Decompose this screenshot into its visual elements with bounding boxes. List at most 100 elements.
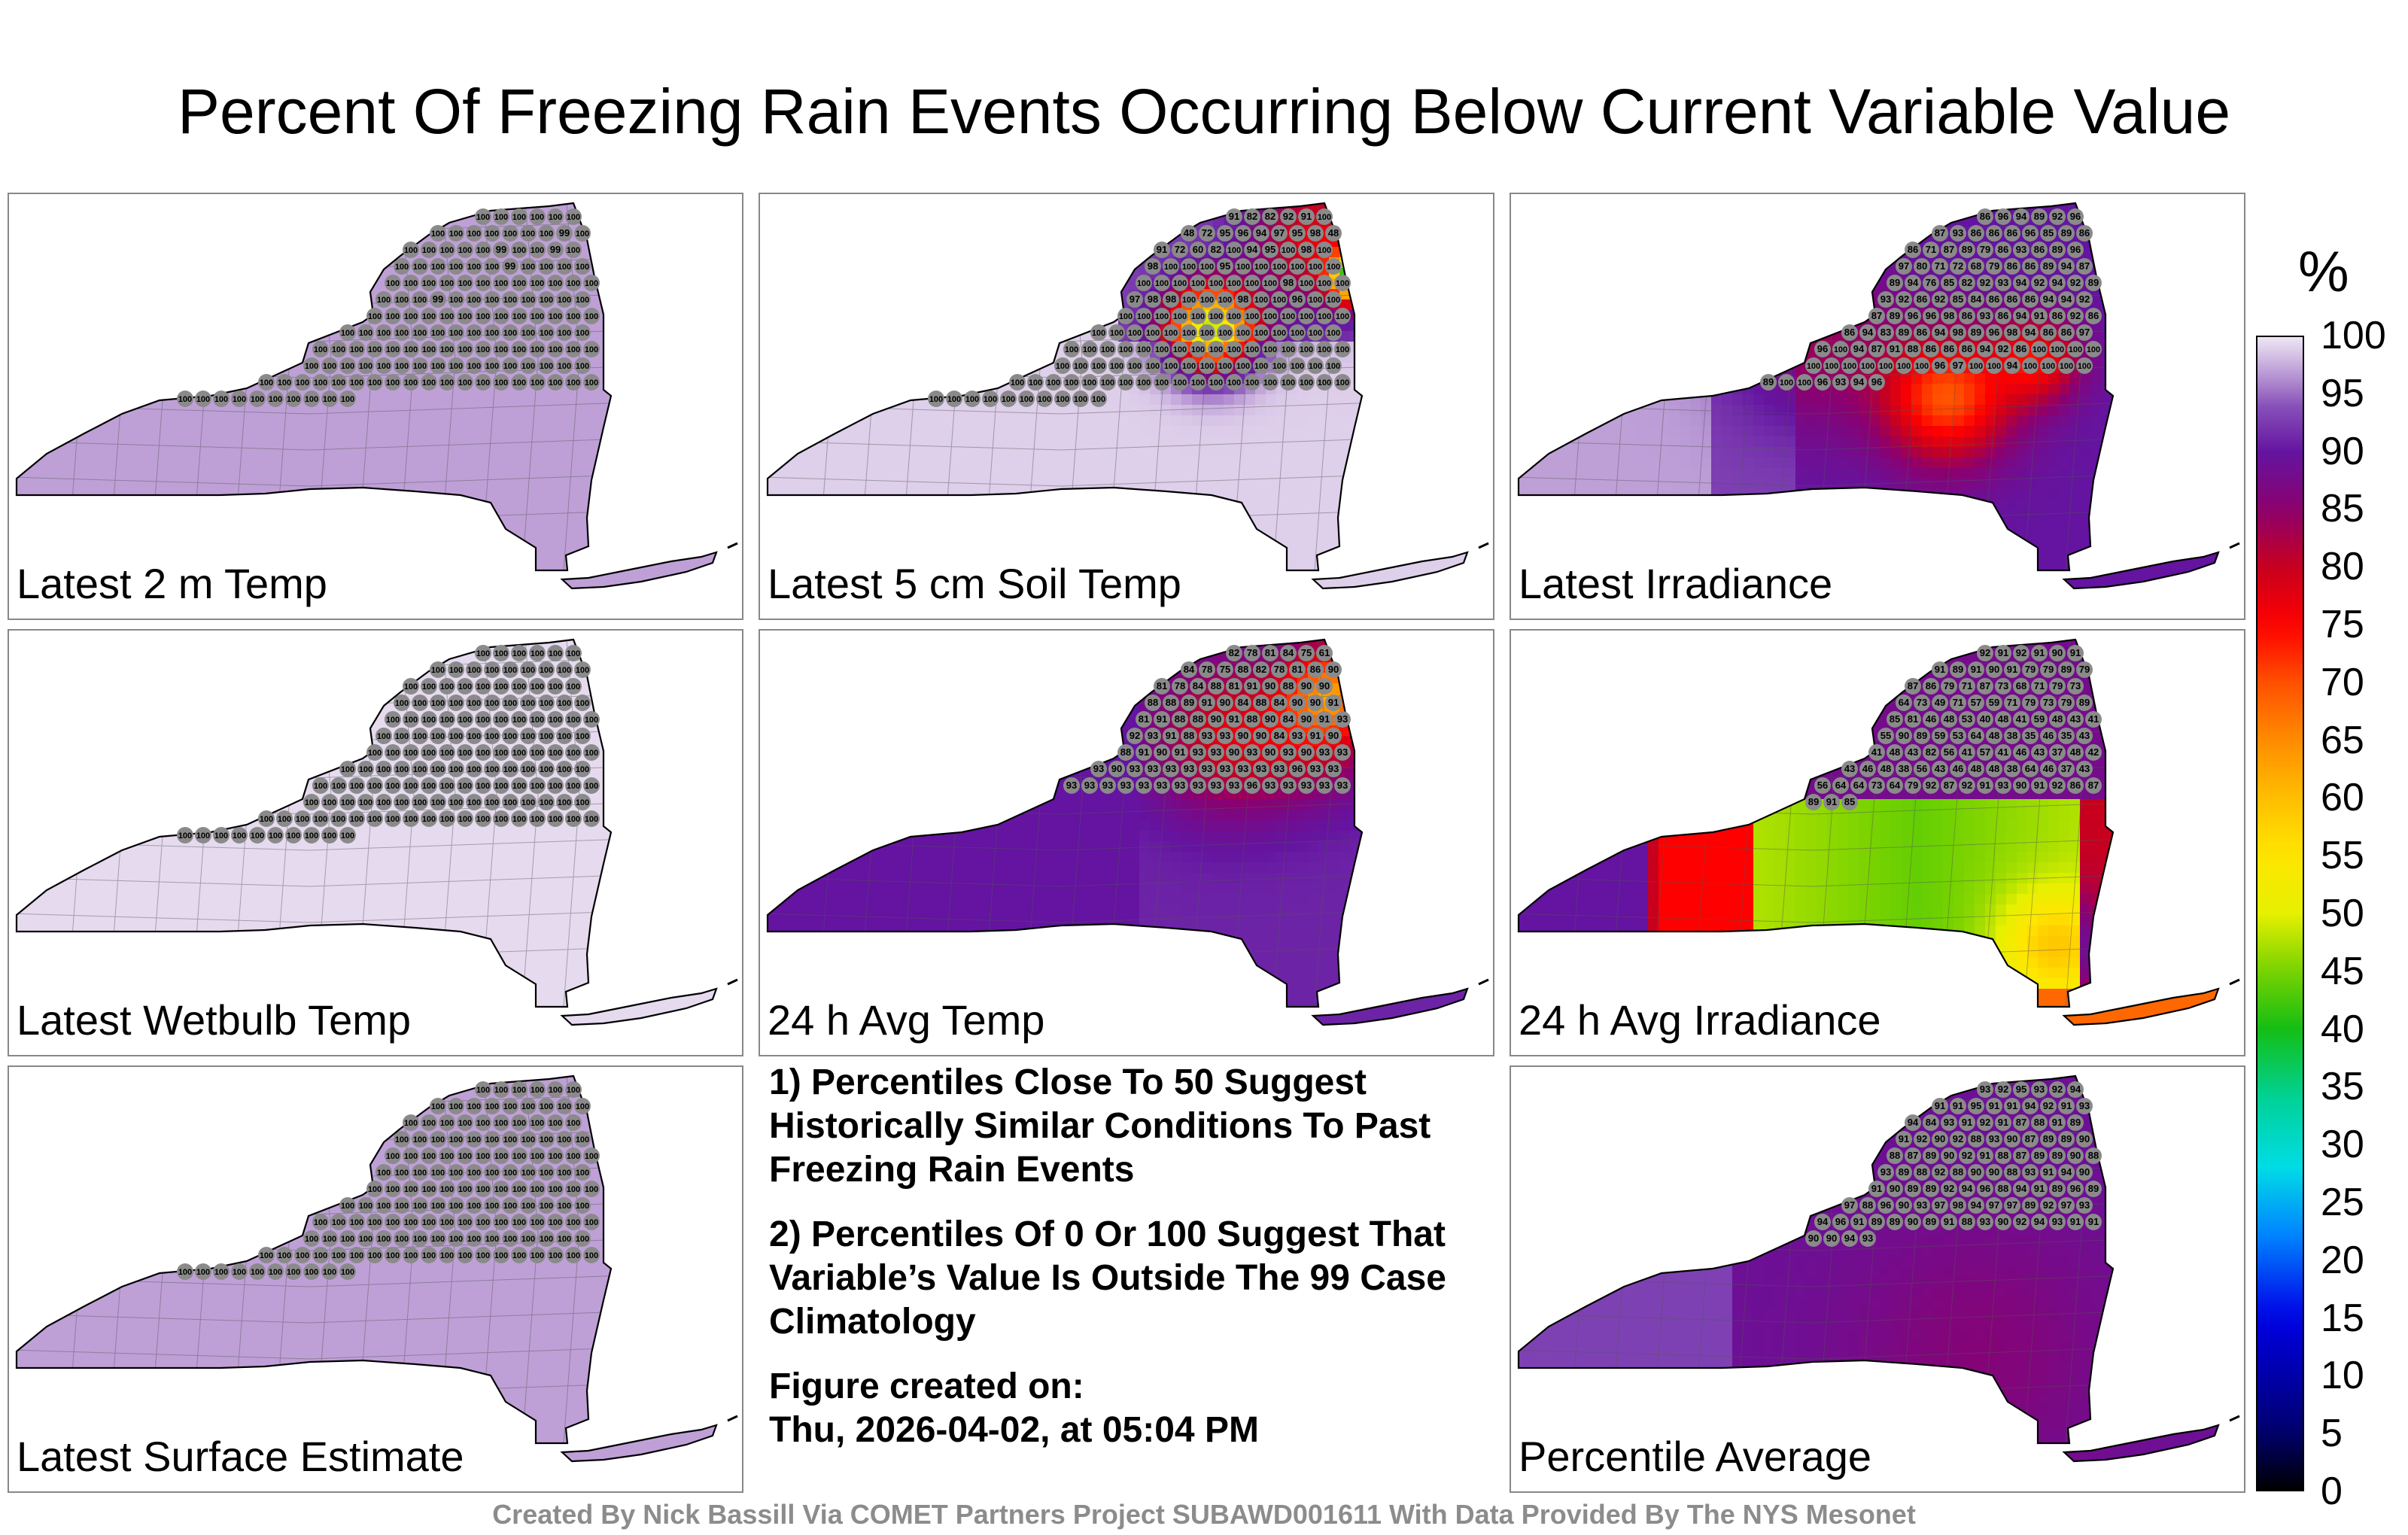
field-cell — [823, 352, 835, 363]
field-cell — [378, 489, 389, 500]
field-cell — [918, 205, 929, 216]
field-cell — [272, 289, 284, 300]
field-cell — [897, 373, 908, 385]
field-cell — [1076, 321, 1087, 332]
station-value: 100 — [350, 378, 363, 388]
station-value: 99 — [550, 244, 561, 255]
station-marker: 100 — [321, 357, 338, 374]
field-cell — [971, 203, 982, 205]
field-cell — [886, 215, 898, 226]
field-cell — [1044, 447, 1056, 458]
field-cell — [631, 584, 642, 588]
field-cell — [631, 521, 642, 532]
field-cell — [41, 405, 52, 416]
field-cell — [146, 226, 157, 237]
field-cell — [1339, 405, 1351, 416]
field-cell — [167, 331, 178, 342]
field-cell — [1013, 247, 1024, 258]
field-cell — [823, 257, 835, 269]
station-dot — [511, 208, 528, 225]
field-cell — [1392, 394, 1403, 406]
field-cell — [51, 247, 62, 258]
field-cell — [188, 363, 199, 374]
field-cell — [1297, 436, 1309, 448]
field-cell — [546, 542, 558, 553]
field-cell — [725, 363, 737, 374]
field-cell — [1213, 203, 1224, 205]
field-cell — [694, 594, 705, 606]
field-cell — [1476, 299, 1488, 311]
station-marker: 100 — [312, 374, 329, 391]
field-cell — [813, 352, 824, 363]
field-cell — [1392, 203, 1403, 205]
field-cell — [30, 479, 41, 490]
field-cell — [620, 531, 631, 543]
station-value: 100 — [404, 312, 418, 321]
field-cell — [662, 373, 673, 385]
field-cell — [1392, 257, 1403, 269]
field-cell — [834, 373, 845, 385]
station-marker: 100 — [439, 242, 455, 258]
field-cell — [704, 384, 716, 395]
field-cell — [336, 236, 347, 248]
field-cell — [378, 563, 389, 574]
field-cell — [1044, 257, 1056, 269]
field-cell — [1013, 278, 1024, 290]
field-cell — [262, 489, 273, 500]
field-cell — [1339, 415, 1351, 427]
field-cell — [704, 352, 716, 363]
field-cell — [886, 342, 898, 353]
field-cell — [567, 489, 579, 500]
field-cell — [83, 479, 94, 490]
field-cell — [167, 226, 178, 237]
field-cell — [1087, 310, 1098, 321]
field-cell — [1023, 426, 1035, 437]
field-cell — [430, 394, 442, 406]
field-cell — [1129, 415, 1140, 427]
field-cell — [1413, 268, 1424, 279]
station-value: 100 — [467, 329, 481, 338]
field-cell — [388, 552, 400, 564]
field-cell — [950, 299, 961, 311]
field-cell — [1392, 384, 1403, 395]
field-cell — [525, 203, 537, 205]
field-cell — [146, 278, 157, 290]
field-cell — [1055, 257, 1066, 269]
field-cell — [1150, 394, 1161, 406]
field-cell — [1160, 203, 1172, 205]
field-cell — [220, 447, 231, 458]
field-cell — [399, 510, 410, 521]
station-value: 100 — [512, 378, 526, 388]
field-cell — [1097, 215, 1108, 226]
field-cell — [1434, 331, 1446, 342]
field-cell — [694, 510, 705, 521]
field-cell — [1055, 226, 1066, 237]
station-value: 100 — [503, 229, 517, 239]
field-cell — [971, 342, 982, 353]
field-cell — [209, 236, 220, 248]
field-cell — [251, 479, 263, 490]
field-cell — [1023, 342, 1035, 353]
field-cell — [620, 352, 631, 363]
field-cell — [1350, 289, 1361, 300]
field-cell — [631, 479, 642, 490]
field-cell — [1044, 331, 1056, 342]
field-cell — [262, 542, 273, 553]
field-cell — [17, 510, 20, 521]
field-cell — [241, 310, 252, 321]
field-cell — [1202, 203, 1214, 205]
field-cell — [971, 331, 982, 342]
field-cell — [262, 215, 273, 226]
field-cell — [1255, 457, 1266, 469]
field-cell — [430, 426, 442, 437]
field-cell — [599, 468, 610, 479]
field-cell — [41, 479, 52, 490]
field-cell — [1118, 457, 1130, 469]
field-cell — [683, 489, 695, 500]
field-cell — [781, 426, 792, 437]
field-cell — [1181, 215, 1193, 226]
field-cell — [315, 542, 326, 553]
field-cell — [599, 363, 610, 374]
field-cell — [802, 299, 813, 311]
field-cell — [451, 594, 463, 606]
